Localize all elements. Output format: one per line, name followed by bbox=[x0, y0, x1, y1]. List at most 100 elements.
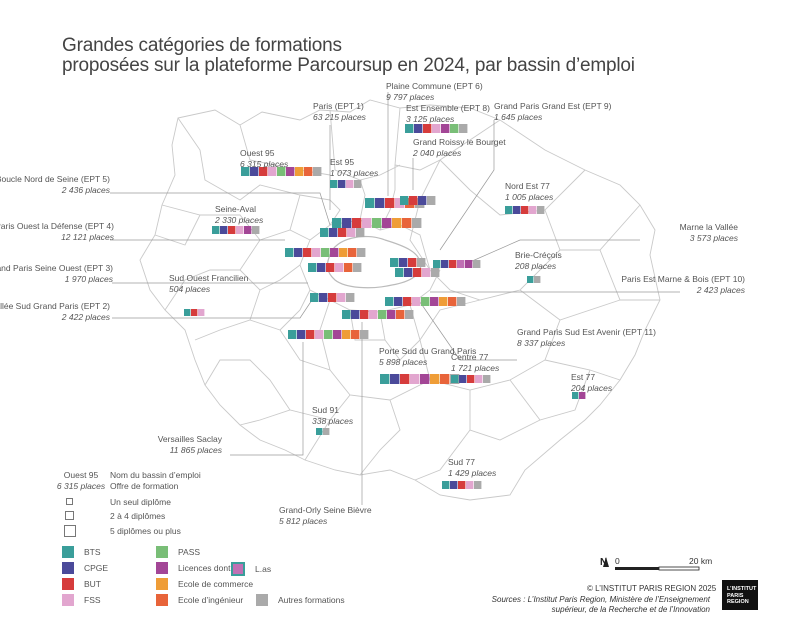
leader-versailles-saclay bbox=[230, 342, 304, 456]
cell-sud-91-autres bbox=[323, 428, 330, 435]
cell-grand-roissy-le-bourget-autres bbox=[427, 196, 436, 205]
basin-places: 12 121 places bbox=[61, 231, 114, 242]
cell-sud-77-but bbox=[458, 481, 466, 489]
legend-commerce-swatch bbox=[156, 578, 168, 590]
cell-est-95-autres bbox=[354, 180, 362, 188]
legend-but-label: BUT bbox=[84, 579, 101, 589]
cell-ouest-95-fss bbox=[268, 167, 277, 176]
cell-nord-est-77-autres bbox=[537, 206, 545, 214]
legend-licences-swatch bbox=[156, 562, 168, 574]
cell-versailles-saclay-bts bbox=[288, 330, 297, 339]
cell-grand-orly-seine-bievre-cpge bbox=[351, 310, 360, 319]
cell-est-ensemble-ept-8-licences bbox=[441, 124, 450, 133]
cell-paris-est-marne-bois-ept-10-autres bbox=[431, 268, 440, 277]
cell-boucle-nord-de-seine-ept-5-cpge bbox=[329, 228, 338, 237]
legend-cpge-swatch bbox=[62, 562, 74, 574]
cell-paris-ouest-la-defense-ept-4-fss bbox=[312, 248, 321, 257]
cell-brie-crecois-bts bbox=[527, 276, 534, 283]
source-line-2: supérieur, de la Recherche et de l’Innov… bbox=[551, 605, 710, 614]
scale-max: 20 km bbox=[689, 556, 713, 566]
basin-name: Est 77 bbox=[571, 372, 596, 382]
basin-name: Paris (EPT 1) bbox=[313, 101, 364, 111]
leader-boucle-nord-de-seine-ept-5 bbox=[110, 192, 331, 226]
label-grand-paris-grand-est-ept-9: Grand Paris Grand Est (EPT 9) 1 645 place… bbox=[494, 101, 611, 122]
basin-places: 8 337 places bbox=[517, 337, 566, 348]
cell-ouest-95-pass bbox=[277, 167, 286, 176]
basin-places: 2 436 places bbox=[61, 184, 110, 195]
label-boucle-nord-de-seine-ept-5: Boucle Nord de Seine (EPT 5) 2 436 places bbox=[0, 174, 110, 195]
cell-paris-ouest-la-defense-ept-4-commerce bbox=[339, 248, 348, 257]
scale-bar-black bbox=[615, 567, 659, 570]
formation-cells bbox=[184, 124, 586, 489]
legend-bts-swatch bbox=[62, 546, 74, 558]
label-paris-ouest-la-defense-ept-4: Paris Ouest la Défense (EPT 4) 12 121 pla… bbox=[0, 221, 114, 242]
legend-commerce-label: Ecole de commerce bbox=[178, 579, 254, 589]
cell-centre-77-autres bbox=[483, 375, 491, 383]
leader-marne-la-vallee bbox=[469, 239, 640, 263]
cell-vallee-sud-grand-paris-ept-2-autres bbox=[346, 293, 355, 302]
basin-name: Plaine Commune (EPT 6) bbox=[386, 81, 483, 91]
cell-grand-paris-sud-est-avenir-ept-11-commerce bbox=[439, 297, 448, 306]
label-plaine-commune-ept-6: Plaine Commune (EPT 6) 9 797 places bbox=[386, 81, 483, 102]
basin-places: 1 970 places bbox=[64, 273, 113, 284]
cell-est-ensemble-ept-8-fss bbox=[432, 124, 441, 133]
legend-cpge: CPGE bbox=[62, 562, 108, 574]
logo-line-2: PARIS bbox=[727, 592, 744, 599]
label-seine-aval: Seine-Aval 2 330 places bbox=[215, 204, 263, 225]
cell-grand-roissy-le-bourget-cpge bbox=[418, 196, 427, 205]
sources: Sources : L’Institut Paris Region, Minis… bbox=[492, 595, 710, 615]
cell-seine-aval-but bbox=[228, 226, 236, 234]
cell-boucle-nord-de-seine-ept-5-autres bbox=[356, 228, 365, 237]
basin-places: 1 721 places bbox=[451, 362, 500, 373]
cell-seine-aval-bts bbox=[212, 226, 220, 234]
cell-nord-est-77-bts bbox=[505, 206, 513, 214]
cell-marne-la-vallee-licences bbox=[465, 260, 473, 268]
legend-commerce: Ecole de commerce bbox=[156, 578, 253, 590]
cell-porte-sud-du-grand-paris-but bbox=[400, 374, 410, 384]
basin-name: Boucle Nord de Seine (EPT 5) bbox=[0, 174, 110, 184]
cell-grand-paris-seine-ouest-ept-3-autres bbox=[353, 263, 362, 272]
cell-vallee-sud-grand-paris-ept-2-bts bbox=[310, 293, 319, 302]
basin-name: Seine-Aval bbox=[215, 204, 256, 214]
label-nord-est-77: Nord Est 77 1 005 places bbox=[505, 181, 553, 202]
legend-fss: FSS bbox=[62, 594, 101, 606]
legend-las: L.as bbox=[231, 562, 271, 576]
legend-las-swatch bbox=[231, 562, 245, 576]
legend-autres: Autres formations bbox=[256, 594, 345, 606]
cell-grand-orly-seine-bievre-fss bbox=[369, 310, 378, 319]
label-est-95: Est 95 1 073 places bbox=[330, 157, 378, 178]
title-line-2: proposées sur la plateforme Parcoursup e… bbox=[62, 55, 635, 76]
label-sud-77: Sud 77 1 429 places bbox=[448, 457, 496, 478]
legend-autres-swatch bbox=[256, 594, 268, 606]
basin-places: 63 215 places bbox=[313, 111, 366, 122]
cell-paris-ouest-la-defense-ept-4-bts bbox=[285, 248, 294, 257]
cells-ouest-95 bbox=[241, 167, 322, 176]
cell-paris-ept-1-but bbox=[352, 218, 362, 228]
cell-paris-est-marne-bois-ept-10-bts bbox=[395, 268, 404, 277]
cell-grand-paris-grand-est-ept-9-autres bbox=[417, 258, 426, 267]
cell-paris-ouest-la-defense-ept-4-but bbox=[303, 248, 312, 257]
cells-paris-ouest-la-defense-ept-4 bbox=[285, 248, 366, 257]
cell-versailles-saclay-licences bbox=[333, 330, 342, 339]
legend-offer-desc: Offre de formation bbox=[110, 480, 179, 491]
cell-grand-paris-seine-ouest-ept-3-cpge bbox=[317, 263, 326, 272]
cell-grand-paris-seine-ouest-ept-3-but bbox=[326, 263, 335, 272]
basin-name: Marne la Vallée bbox=[679, 222, 738, 232]
cell-ouest-95-cpge bbox=[250, 167, 259, 176]
legend-size-small-label: Un seul diplôme bbox=[110, 496, 171, 507]
cells-boucle-nord-de-seine-ept-5 bbox=[320, 228, 365, 237]
cell-porte-sud-du-grand-paris-bts bbox=[380, 374, 390, 384]
cell-paris-ept-1-bts bbox=[332, 218, 342, 228]
cell-est-77-bts bbox=[572, 392, 579, 399]
legend-size-small-box bbox=[66, 498, 73, 505]
cell-nord-est-77-cpge bbox=[513, 206, 521, 214]
cell-seine-aval-autres bbox=[252, 226, 260, 234]
cell-paris-ept-1-cpge bbox=[342, 218, 352, 228]
cell-paris-ept-1-commerce bbox=[392, 218, 402, 228]
basin-places: 1 645 places bbox=[494, 111, 543, 122]
cells-est-95 bbox=[330, 180, 362, 188]
basin-places: 2 330 places bbox=[215, 214, 264, 225]
cell-grand-paris-sud-est-avenir-ept-11-autres bbox=[457, 297, 466, 306]
label-marne-la-vallee: Marne la Vallée 3 573 places bbox=[680, 222, 738, 243]
